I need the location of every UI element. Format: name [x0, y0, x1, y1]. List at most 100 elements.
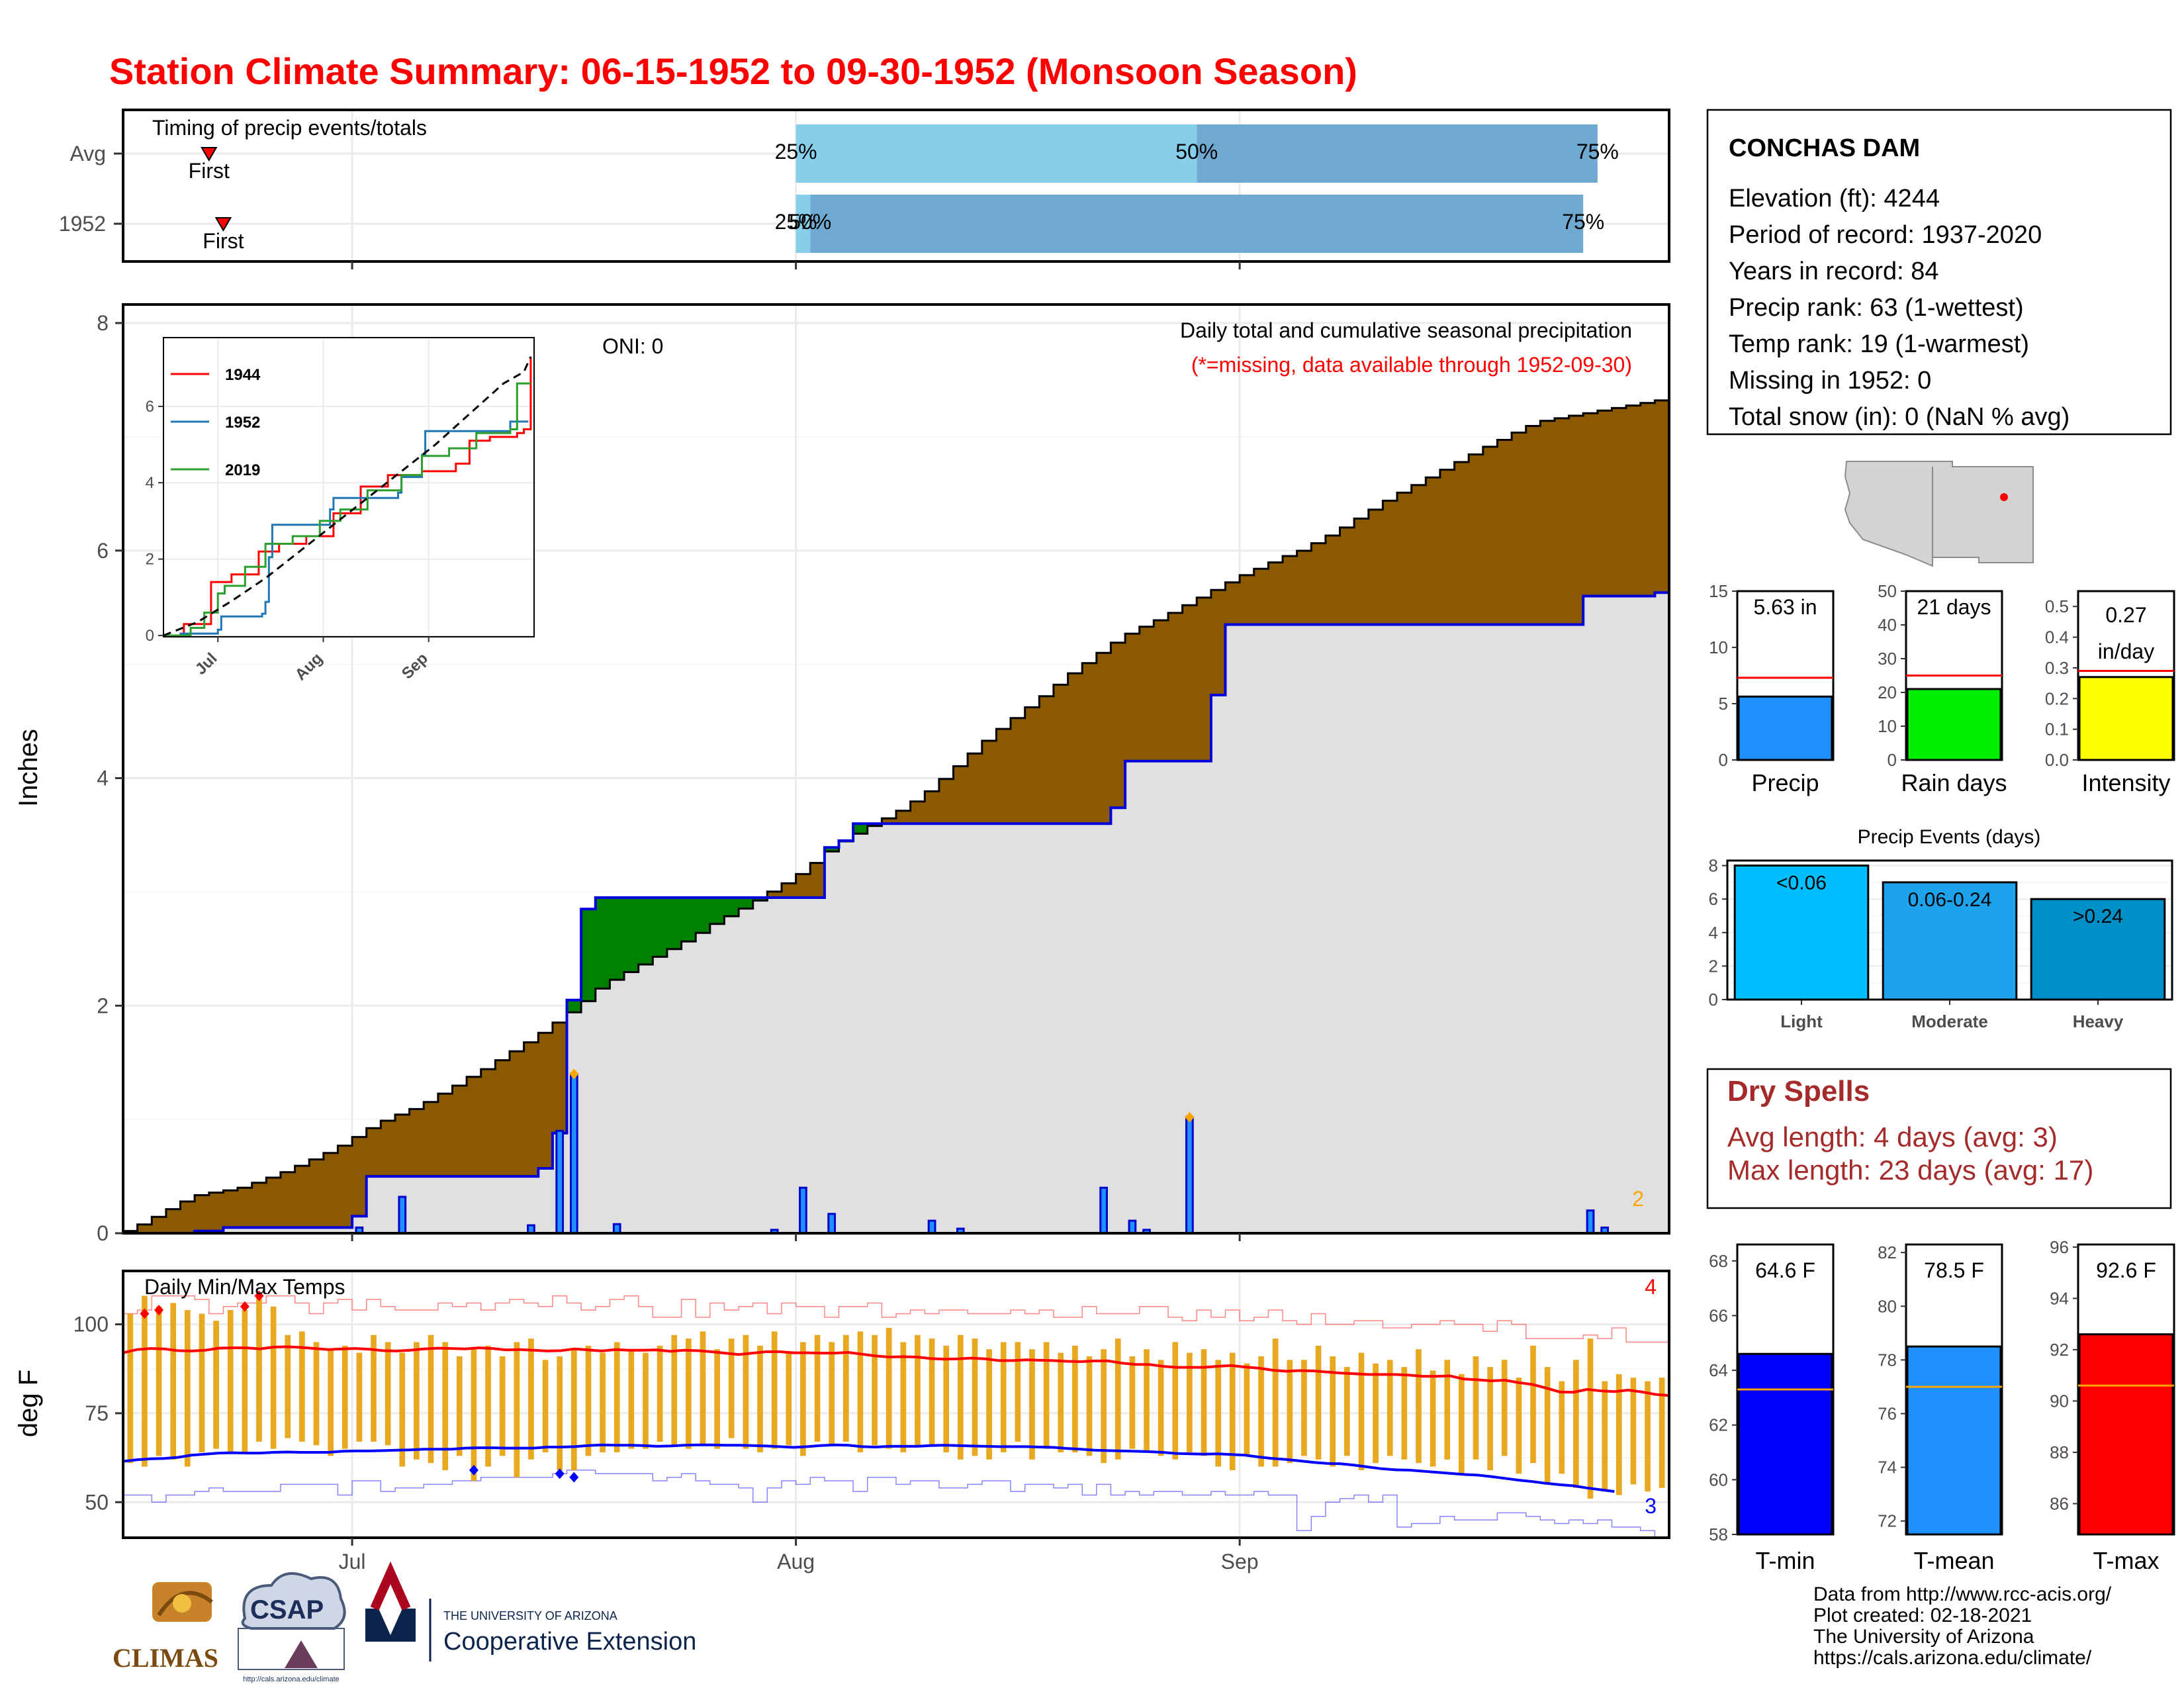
- daily-temp-range-bar: [1115, 1338, 1121, 1460]
- csap-logo-url: http://cals.arizona.edu/climate: [243, 1675, 340, 1683]
- avg-above-year-fill: [452, 1085, 467, 1177]
- avg-above-year-fill: [1411, 485, 1426, 625]
- daily-precip-bar: [956, 1227, 965, 1233]
- avg-above-year-fill: [1383, 500, 1398, 625]
- daily-temp-range-bar: [900, 1342, 907, 1453]
- timing-bar-25-50: [796, 124, 1197, 183]
- avg-above-year-fill: [1354, 518, 1369, 625]
- daily-temp-range-bar: [1444, 1360, 1451, 1460]
- daily-temp-range-bar: [514, 1342, 520, 1477]
- daily-precip-bar: [1600, 1226, 1610, 1233]
- x-tick-label: Jul: [339, 1550, 366, 1573]
- year-above-avg-fill: [681, 897, 696, 942]
- daily-temp-range-bar: [1072, 1345, 1078, 1453]
- avg-above-year-fill: [1512, 432, 1527, 625]
- csap-logo-box: [238, 1628, 345, 1670]
- summary-value-label: 0.27: [2105, 603, 2146, 627]
- daily-temp-range-bar: [958, 1335, 964, 1460]
- station-location-dot: [2000, 493, 2008, 501]
- avg-above-year-fill: [1068, 673, 1083, 824]
- missing-count-label: 2: [1632, 1187, 1644, 1211]
- daily-temp-range-bar: [499, 1356, 506, 1456]
- avg-above-year-fill: [137, 1224, 152, 1233]
- avg-above-year-fill: [953, 766, 968, 824]
- daily-temp-range-bar: [557, 1356, 563, 1470]
- temp-bar-y-tick-label: 82: [1878, 1243, 1897, 1262]
- avg-above-year-fill: [1426, 477, 1441, 625]
- avg-above-year-fill: [1655, 400, 1669, 593]
- avg-above-year-fill: [495, 1060, 510, 1177]
- daily-temp-range-bar: [328, 1349, 334, 1456]
- summary-y-tick-label: 50: [1878, 581, 1897, 601]
- avg-above-year-fill: [195, 1195, 210, 1231]
- avg-above-year-fill: [280, 1172, 296, 1228]
- avg-above-year-fill: [295, 1166, 310, 1228]
- daily-temp-range-bar: [614, 1342, 620, 1453]
- avg-above-year-fill: [1197, 597, 1212, 761]
- precip-areas: [123, 399, 1669, 1233]
- avg-above-year-fill: [1325, 536, 1341, 625]
- footer-institution: The University of Arizona: [1813, 1626, 2034, 1648]
- timing-first-marker: [201, 147, 218, 162]
- avg-above-year-fill: [338, 1145, 353, 1228]
- dry-spells-avg: Avg length: 4 days (avg: 3): [1727, 1121, 2058, 1152]
- events-y-tick-label: 6: [1709, 889, 1718, 909]
- temp-bar-label: T-min: [1756, 1547, 1815, 1574]
- daily-temp-range-bar: [1000, 1342, 1007, 1453]
- temp-y-tick-label: 100: [73, 1313, 109, 1336]
- avg-above-year-fill: [1454, 462, 1469, 625]
- avg-above-year-fill: [981, 740, 997, 824]
- avg-above-year-fill: [467, 1076, 482, 1177]
- inset-series-avg: [163, 356, 532, 637]
- daily-temp-range-bar: [929, 1338, 935, 1446]
- daily-temp-range-bar: [842, 1335, 849, 1442]
- avg-above-year-fill: [882, 818, 897, 824]
- avg-above-year-fill: [409, 1109, 424, 1177]
- avg-above-year-fill: [1268, 562, 1283, 625]
- temp-bar-y-tick-label: 88: [2050, 1442, 2069, 1462]
- avg-above-year-fill: [437, 1094, 453, 1177]
- temp-bar-t-mean: [1906, 1345, 2002, 1536]
- avg-above-year-fill: [1253, 569, 1269, 625]
- station-info-frame: [1706, 109, 2172, 436]
- events-bar-moderate: [1882, 881, 2018, 1001]
- daily-temp-range-bar: [886, 1327, 892, 1449]
- daily-temp-range-bar: [743, 1335, 749, 1449]
- daily-temp-range-bar: [1373, 1363, 1379, 1464]
- avg-above-year-fill: [424, 1102, 439, 1177]
- daily-temp-range-bar: [1645, 1381, 1651, 1492]
- timing-p50-label: 50%: [789, 210, 831, 234]
- daily-temp-range-bar: [571, 1349, 577, 1470]
- avg-above-year-fill: [1439, 469, 1455, 625]
- daily-precip-bar: [398, 1196, 407, 1233]
- timing-panel: Timing of precip events/totals Avg 25% 50%…: [59, 109, 2147, 269]
- events-bar-value: >0.24: [2073, 906, 2123, 927]
- avg-above-year-fill: [1297, 551, 1312, 625]
- avg-above-year-fill: [1024, 707, 1040, 824]
- temp-bar-y-tick-label: 94: [2050, 1288, 2069, 1308]
- avg-cumulative-line: [123, 399, 1669, 1233]
- record-high-marker: [140, 1308, 150, 1319]
- record-high-marker: [240, 1301, 250, 1312]
- year-above-avg-fill: [724, 897, 739, 917]
- daily-temp-range-bar: [299, 1331, 305, 1442]
- csap-logo: CSAP http://cals.arizona.edu/climate: [238, 1572, 346, 1683]
- daily-temp-range-bar: [1129, 1356, 1136, 1449]
- footer-date: Plot created: 02-18-2021: [1813, 1605, 2032, 1626]
- events-bar-light: [1733, 865, 1870, 1001]
- summary-value-label: 5.63 in: [1753, 595, 1817, 619]
- dry-spells-max: Max length: 23 days (avg: 17): [1727, 1154, 2093, 1186]
- daily-temp-range-bar: [800, 1342, 806, 1456]
- summary-y-tick-label: 0.2: [2045, 688, 2069, 708]
- daily-temp-range-bar: [1473, 1356, 1479, 1460]
- daily-temp-range-bar: [643, 1352, 649, 1449]
- summary-value-unit: in/day: [2098, 639, 2154, 663]
- inset-frame: [163, 337, 535, 637]
- year-above-avg-fill: [567, 1000, 582, 1013]
- daily-precip-bar: [799, 1186, 807, 1233]
- summary-y-tick-label: 0.4: [2045, 628, 2069, 647]
- daily-temp-range-bar: [1258, 1356, 1264, 1467]
- footer-url: https://cals.arizona.edu/climate/: [1813, 1647, 2092, 1669]
